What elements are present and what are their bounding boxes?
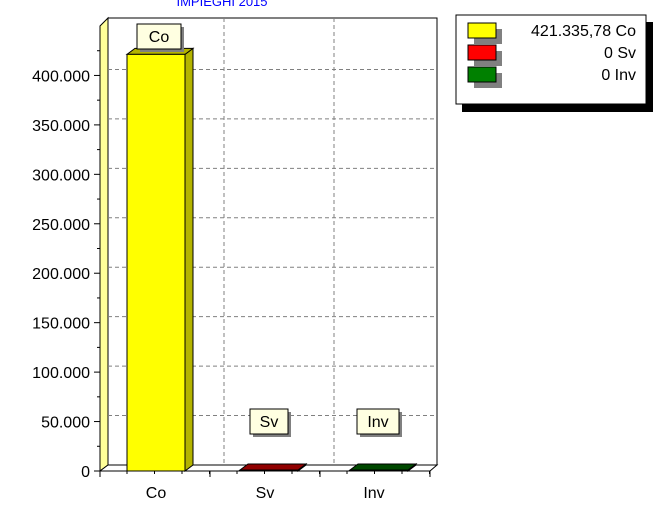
y-axis: 0 50.000 100.000 150.000 200.000 250.000 300.0…	[32, 50, 100, 481]
legend-label: 421.335,78 Co	[531, 23, 636, 40]
y-tick-label: 250.000	[32, 217, 90, 234]
bar-inv	[348, 463, 418, 472]
legend-swatch	[467, 66, 497, 83]
legend-item: 0 Inv	[467, 66, 636, 88]
y-tick-label: 200.000	[32, 266, 90, 283]
x-axis: Co Sv Inv	[99, 471, 431, 502]
chart-title: IMPIEGHI 2015	[176, 0, 267, 9]
data-label-sv: Sv	[249, 408, 291, 437]
legend: 421.335,78 Co 0 Sv 0 Inv	[455, 14, 653, 112]
x-tick-label: Co	[146, 485, 167, 502]
bar-co	[125, 47, 195, 472]
legend-swatch	[467, 44, 497, 61]
y-tick-label: 150.000	[32, 316, 90, 333]
x-tick-label: Inv	[363, 485, 384, 502]
bar-front	[239, 469, 299, 472]
data-label-box	[249, 408, 289, 435]
data-label-inv: Inv	[356, 408, 402, 437]
bar-top	[348, 463, 418, 471]
bar-sv	[238, 463, 308, 472]
data-labels: Co Sv Inv	[136, 23, 402, 437]
bars	[125, 47, 418, 472]
data-label-box	[136, 23, 182, 50]
x-tick-label: Sv	[256, 485, 275, 502]
y-tick-label: 350.000	[32, 118, 90, 135]
y-tick-label: 0	[81, 464, 90, 481]
y-tick-label: 400.000	[32, 68, 90, 85]
bar-front	[126, 53, 186, 472]
legend-swatch	[467, 22, 497, 39]
y-tick-label: 100.000	[32, 365, 90, 382]
legend-item: 421.335,78 Co	[467, 22, 636, 44]
bar-front	[349, 469, 409, 472]
bar-side	[184, 47, 194, 472]
data-label-text: Co	[149, 29, 170, 46]
data-label-text: Sv	[260, 414, 279, 431]
bar-top	[238, 463, 308, 471]
y-tick-label: 300.000	[32, 167, 90, 184]
y-tick-label: 50.000	[41, 415, 90, 432]
legend-label: 0 Sv	[604, 45, 636, 62]
legend-item: 0 Sv	[467, 44, 636, 66]
plot-left-wall	[99, 16, 109, 472]
data-label-box	[356, 408, 400, 435]
data-label-co: Co	[136, 23, 184, 52]
data-label-text: Inv	[367, 414, 388, 431]
legend-label: 0 Inv	[601, 67, 636, 84]
